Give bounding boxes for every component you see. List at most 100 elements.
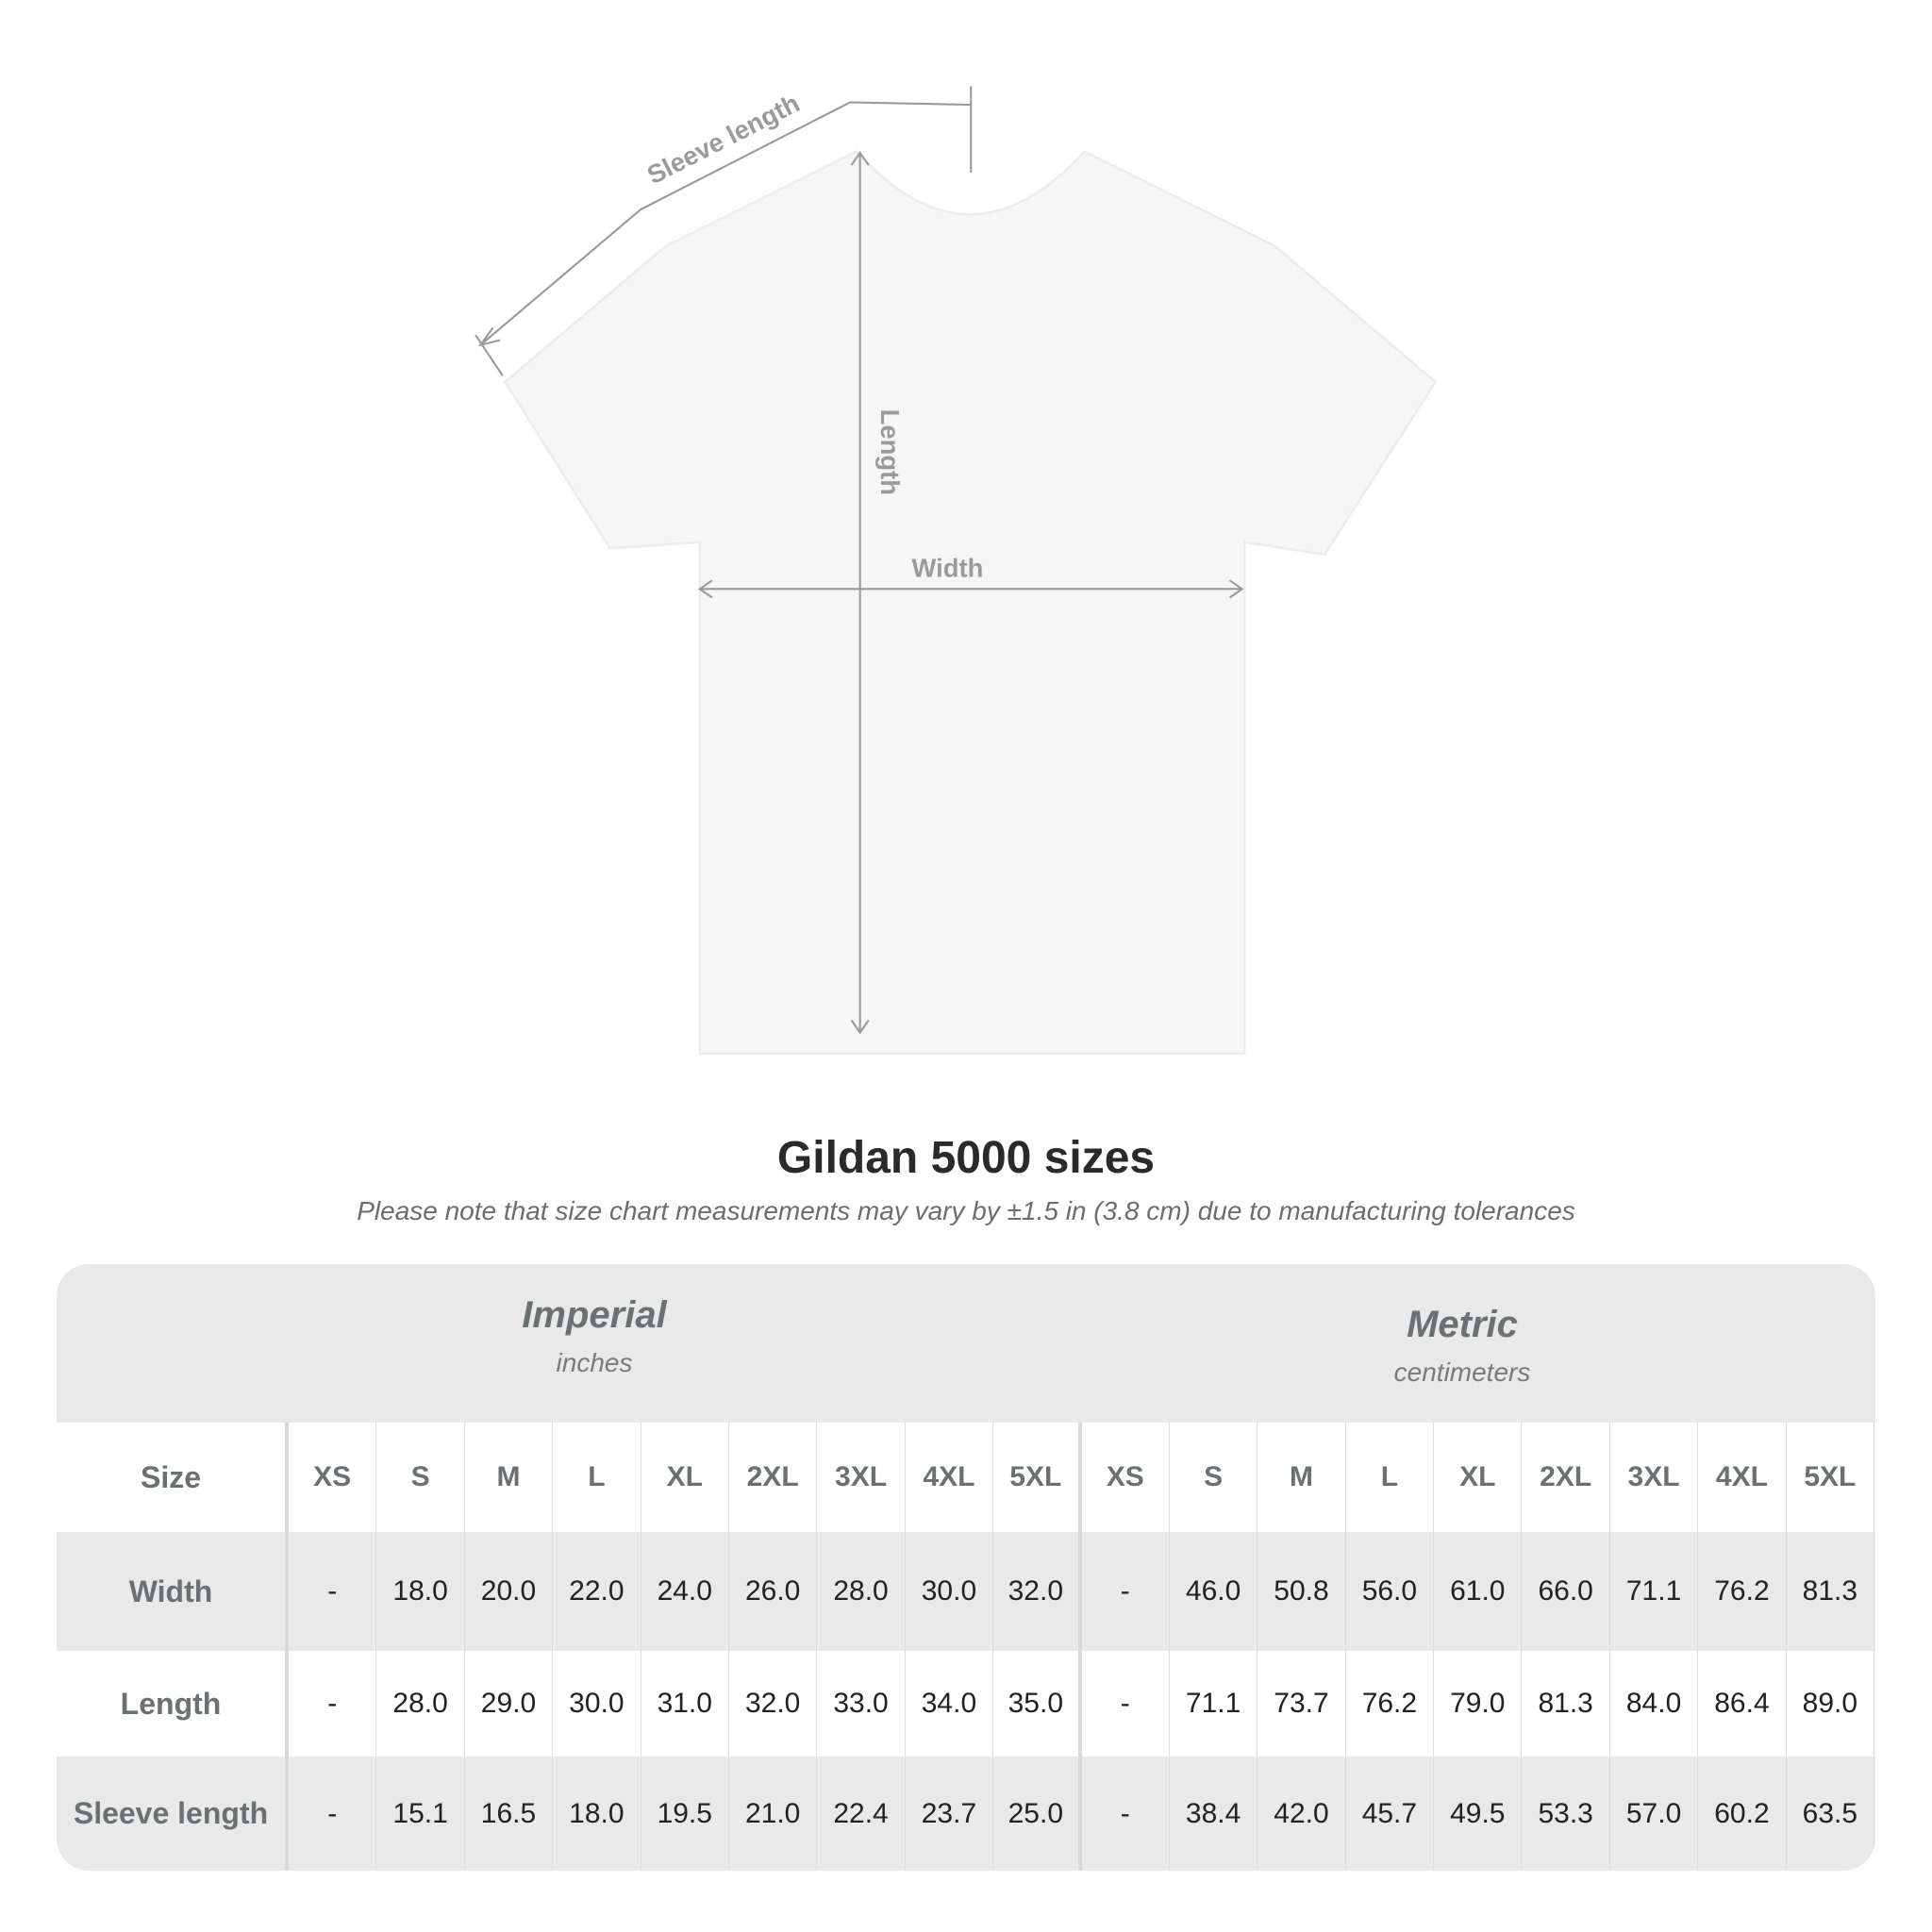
- imperial-value-cell: 18.0: [553, 1757, 641, 1871]
- imperial-size-header: L: [553, 1423, 641, 1532]
- length-arrow-bottom: [850, 1019, 870, 1035]
- metric-header: Metric centimeters: [1198, 1304, 1726, 1388]
- metric-value-cell: 46.0: [1170, 1532, 1258, 1651]
- metric-value-cell: 50.8: [1257, 1532, 1346, 1651]
- metric-value-cell: 49.5: [1434, 1757, 1523, 1871]
- metric-value-cell: 66.0: [1522, 1532, 1610, 1651]
- imperial-title: Imperial: [522, 1294, 667, 1336]
- size-table: Imperial inches Metric centimeters Size X…: [57, 1264, 1875, 1871]
- metric-size-header: XS: [1082, 1423, 1170, 1532]
- length-label: Length: [875, 409, 905, 495]
- imperial-value-cell: 30.0: [906, 1532, 994, 1651]
- imperial-value-cell: 28.0: [376, 1651, 465, 1757]
- imperial-value-cell: -: [289, 1651, 377, 1757]
- imperial-value-cell: 32.0: [993, 1532, 1082, 1651]
- imperial-value-cell: 33.0: [817, 1651, 906, 1757]
- imperial-size-header: M: [465, 1423, 554, 1532]
- metric-value-cell: 76.2: [1698, 1532, 1787, 1651]
- imperial-value-cell: 35.0: [993, 1651, 1082, 1757]
- imperial-value-cell: 28.0: [817, 1532, 906, 1651]
- metric-value-cell: -: [1082, 1532, 1170, 1651]
- imperial-value-cell: 23.7: [906, 1757, 994, 1871]
- sleeve-end-tick: [475, 334, 504, 376]
- metric-size-header: 2XL: [1522, 1423, 1610, 1532]
- imperial-value-cell: -: [289, 1532, 377, 1651]
- metric-value-cell: 63.5: [1787, 1757, 1875, 1871]
- table-row: Sleeve length -15.1 16.5 18.0 19.5 21.0 22.4 23…: [57, 1757, 1875, 1871]
- sleeve-length-line: [479, 101, 972, 346]
- metric-value-cell: 56.0: [1346, 1532, 1435, 1651]
- row-label: Size: [57, 1423, 289, 1532]
- metric-size-header: M: [1257, 1423, 1346, 1532]
- metric-value-cell: 53.3: [1522, 1757, 1610, 1871]
- metric-value-cell: -: [1082, 1651, 1170, 1757]
- metric-value-cell: -: [1082, 1757, 1170, 1871]
- tshirt-shape: [503, 150, 1438, 1056]
- imperial-size-header: XS: [289, 1423, 377, 1532]
- metric-value-cell: 60.2: [1698, 1757, 1787, 1871]
- imperial-value-cell: 16.5: [465, 1757, 554, 1871]
- metric-value-cell: 73.7: [1257, 1651, 1346, 1757]
- imperial-value-cell: 26.0: [729, 1532, 818, 1651]
- length-arrow-top: [850, 151, 870, 166]
- imperial-value-cell: 15.1: [376, 1757, 465, 1871]
- imperial-value-cell: 31.0: [641, 1651, 729, 1757]
- metric-value-cell: 42.0: [1257, 1757, 1346, 1871]
- imperial-value-cell: 24.0: [641, 1532, 729, 1651]
- metric-value-cell: 81.3: [1787, 1532, 1875, 1651]
- metric-value-cell: 84.0: [1610, 1651, 1699, 1757]
- row-label: Length: [57, 1651, 289, 1757]
- imperial-value-cell: 19.5: [641, 1757, 729, 1871]
- tshirt-diagram: Sleeve length Length Width: [475, 86, 1438, 1056]
- metric-size-header: 4XL: [1698, 1423, 1787, 1532]
- imperial-value-cell: 29.0: [465, 1651, 554, 1757]
- imperial-value-cell: 25.0: [993, 1757, 1082, 1871]
- table-row: Width -18.0 20.0 22.0 24.0 26.0 28.0 30.0 32.0-4…: [57, 1532, 1875, 1651]
- metric-value-cell: 76.2: [1346, 1651, 1435, 1757]
- metric-size-header: S: [1170, 1423, 1258, 1532]
- imperial-value-cell: -: [289, 1757, 377, 1871]
- metric-title: Metric: [1407, 1304, 1518, 1345]
- metric-value-cell: 71.1: [1170, 1651, 1258, 1757]
- imperial-size-header: 4XL: [906, 1423, 994, 1532]
- metric-value-cell: 71.1: [1610, 1532, 1699, 1651]
- metric-value-cell: 79.0: [1434, 1651, 1523, 1757]
- sleeve-arrowhead: [477, 326, 501, 347]
- row-label: Width: [57, 1532, 289, 1651]
- imperial-value-cell: 21.0: [729, 1757, 818, 1871]
- tolerance-note: Please note that size chart measurements…: [357, 1196, 1575, 1225]
- width-arrow-left: [698, 579, 713, 599]
- metric-size-header: XL: [1434, 1423, 1523, 1532]
- imperial-value-cell: 18.0: [376, 1532, 465, 1651]
- metric-size-header: L: [1346, 1423, 1435, 1532]
- imperial-value-cell: 22.4: [817, 1757, 906, 1871]
- metric-value-cell: 57.0: [1610, 1757, 1699, 1871]
- width-arrow-right: [1228, 579, 1244, 599]
- page-title: Gildan 5000 sizes: [776, 1133, 1156, 1183]
- imperial-size-header: XL: [641, 1423, 729, 1532]
- imperial-size-header: 5XL: [993, 1423, 1082, 1532]
- imperial-size-header: 2XL: [729, 1423, 818, 1532]
- imperial-unit: inches: [556, 1348, 633, 1377]
- table-row: Length -28.0 29.0 30.0 31.0 32.0 33.0 34.0 35.0-…: [57, 1651, 1875, 1757]
- metric-unit: centimeters: [1393, 1357, 1531, 1387]
- metric-value-cell: 61.0: [1434, 1532, 1523, 1651]
- imperial-value-cell: 22.0: [553, 1532, 641, 1651]
- row-label: Sleeve length: [57, 1757, 289, 1871]
- imperial-header: Imperial inches: [330, 1294, 858, 1378]
- metric-size-header: 3XL: [1610, 1423, 1699, 1532]
- imperial-value-cell: 30.0: [553, 1651, 641, 1757]
- metric-value-cell: 89.0: [1787, 1651, 1875, 1757]
- imperial-size-header: 3XL: [817, 1423, 906, 1532]
- imperial-value-cell: 32.0: [729, 1651, 818, 1757]
- metric-size-header: 5XL: [1787, 1423, 1875, 1532]
- metric-value-cell: 45.7: [1346, 1757, 1435, 1871]
- imperial-value-cell: 34.0: [906, 1651, 994, 1757]
- metric-value-cell: 38.4: [1170, 1757, 1258, 1871]
- width-label: Width: [912, 553, 984, 582]
- metric-value-cell: 81.3: [1522, 1651, 1610, 1757]
- metric-value-cell: 86.4: [1698, 1651, 1787, 1757]
- size-header-row: Size XS S M L XL 2XL 3XL 4XL 5XL XS S M L XL 2XL 3XL 4XL 5…: [57, 1423, 1875, 1532]
- imperial-size-header: S: [376, 1423, 465, 1532]
- imperial-value-cell: 20.0: [465, 1532, 554, 1651]
